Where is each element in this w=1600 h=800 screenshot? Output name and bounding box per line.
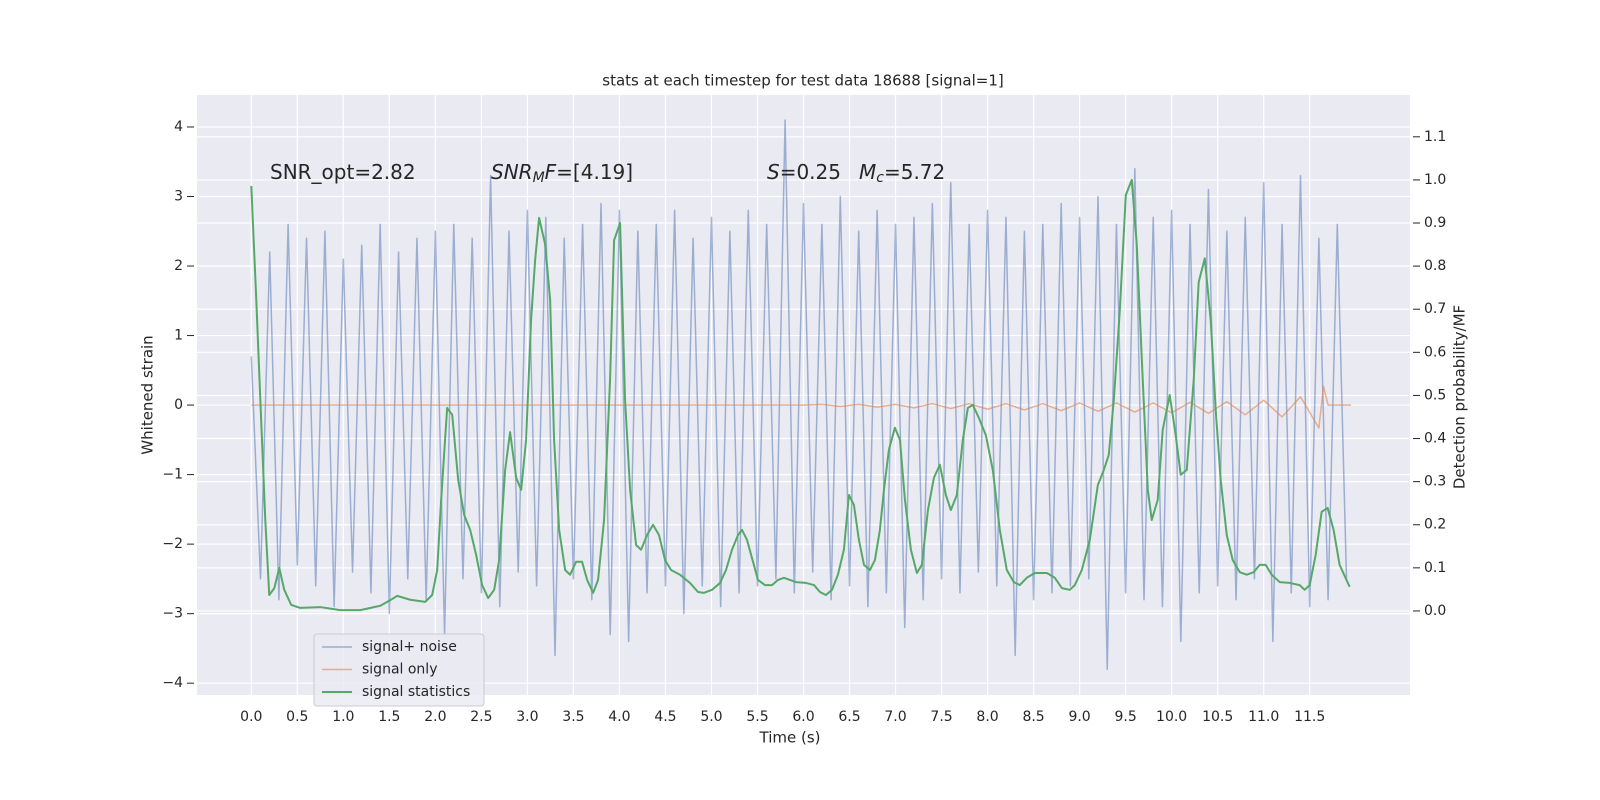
x-tick-label: 11.0 <box>1248 709 1279 725</box>
y2-tick-label: 0.6 <box>1424 344 1446 360</box>
series-line <box>250 119 1348 671</box>
x-tick-label: 5.0 <box>700 709 722 725</box>
x-tick-label: 3.5 <box>562 709 584 725</box>
y2-tick-label: 0.1 <box>1424 560 1446 576</box>
legend-label: signal statistics <box>362 684 470 700</box>
annotation-part: M <box>859 160 876 184</box>
x-tick-label: 4.0 <box>608 709 630 725</box>
annotation: SNR_opt=2.82 <box>270 160 416 184</box>
y2-tick-label: 0.3 <box>1424 474 1446 490</box>
annotation-part: =[4.19] <box>556 160 633 184</box>
y2-tick-label: 1.0 <box>1424 172 1446 188</box>
y2-tick-label: 0.8 <box>1424 258 1446 274</box>
annotation: S=0.25 Mc=5.72 <box>767 160 945 187</box>
y2-tick-label: 0.4 <box>1424 431 1446 447</box>
annotation: SNRMF=[4.19] <box>491 160 633 187</box>
y2-tick-label: 0.0 <box>1424 603 1446 619</box>
annotation-part: M <box>533 170 545 186</box>
annotation-part: SNR <box>491 160 533 184</box>
x-tick-label: 10.5 <box>1202 709 1233 725</box>
legend-label: signal only <box>362 662 437 678</box>
y2-tick-label: 0.7 <box>1424 301 1446 317</box>
annotation-part: F <box>545 160 557 184</box>
legend-box <box>313 633 485 707</box>
x-tick-label: 4.5 <box>654 709 676 725</box>
y2-tick-label: 0.5 <box>1424 387 1446 403</box>
x-tick-label: 6.0 <box>792 709 814 725</box>
x-axis-label: Time (s) <box>759 729 821 747</box>
y-tick-label: 3 <box>174 189 183 205</box>
y-tick-label: 2 <box>174 258 183 274</box>
chart-title: stats at each timestep for test data 186… <box>602 72 1003 90</box>
x-tick-label: 7.5 <box>930 709 952 725</box>
x-tick-label: 6.5 <box>838 709 860 725</box>
annotation-part: =0.25 <box>780 160 841 184</box>
y2-axis-label: Detection probability/MF <box>1451 305 1469 489</box>
y-tick-label: 0 <box>174 397 183 413</box>
y-tick-label: 4 <box>174 119 183 135</box>
y-tick-label: −1 <box>162 467 183 483</box>
series-line <box>251 385 1352 429</box>
y-axis-label: Whitened strain <box>139 335 157 454</box>
x-tick-label: 10.0 <box>1156 709 1187 725</box>
marks <box>250 119 1352 671</box>
y-tick-label: −2 <box>162 536 183 552</box>
x-tick-label: 1.0 <box>332 709 354 725</box>
x-tick-label: 9.5 <box>1114 709 1136 725</box>
x-tick-label: 5.5 <box>746 709 768 725</box>
x-tick-label: 3.0 <box>516 709 538 725</box>
annotation-part: c <box>876 170 884 186</box>
x-tick-label: 9.0 <box>1068 709 1090 725</box>
x-tick-label: 8.0 <box>976 709 998 725</box>
x-tick-label: 0.0 <box>240 709 262 725</box>
x-tick-label: 1.5 <box>378 709 400 725</box>
x-tick-label: 8.5 <box>1022 709 1044 725</box>
x-tick-label: 0.5 <box>286 709 308 725</box>
x-tick-label: 2.0 <box>424 709 446 725</box>
y-tick-label: 1 <box>174 328 183 344</box>
y2-tick-label: 0.9 <box>1424 215 1446 231</box>
y2-tick-label: 1.1 <box>1424 129 1446 145</box>
y-tick-label: −3 <box>162 606 183 622</box>
y-tick-label: −4 <box>162 675 183 691</box>
x-tick-label: 11.5 <box>1294 709 1325 725</box>
series-line <box>250 178 1351 612</box>
legend-label: signal+ noise <box>362 639 457 655</box>
annotation-part: S <box>767 160 780 184</box>
legend: signal+ noise signal only signal statistic… <box>313 633 485 707</box>
x-tick-label: 7.0 <box>884 709 906 725</box>
x-tick-label: 2.5 <box>470 709 492 725</box>
annotation-part: SNR_opt=2.82 <box>270 160 416 184</box>
y2-tick-label: 0.2 <box>1424 517 1446 533</box>
annotation-part: =5.72 <box>884 160 945 184</box>
labels: 0.0 0.5 1.0 1.5 2.0 2.5 3.0 3.5 4.0 4.5 5.0 5.5 6.0 6… <box>162 119 1446 725</box>
